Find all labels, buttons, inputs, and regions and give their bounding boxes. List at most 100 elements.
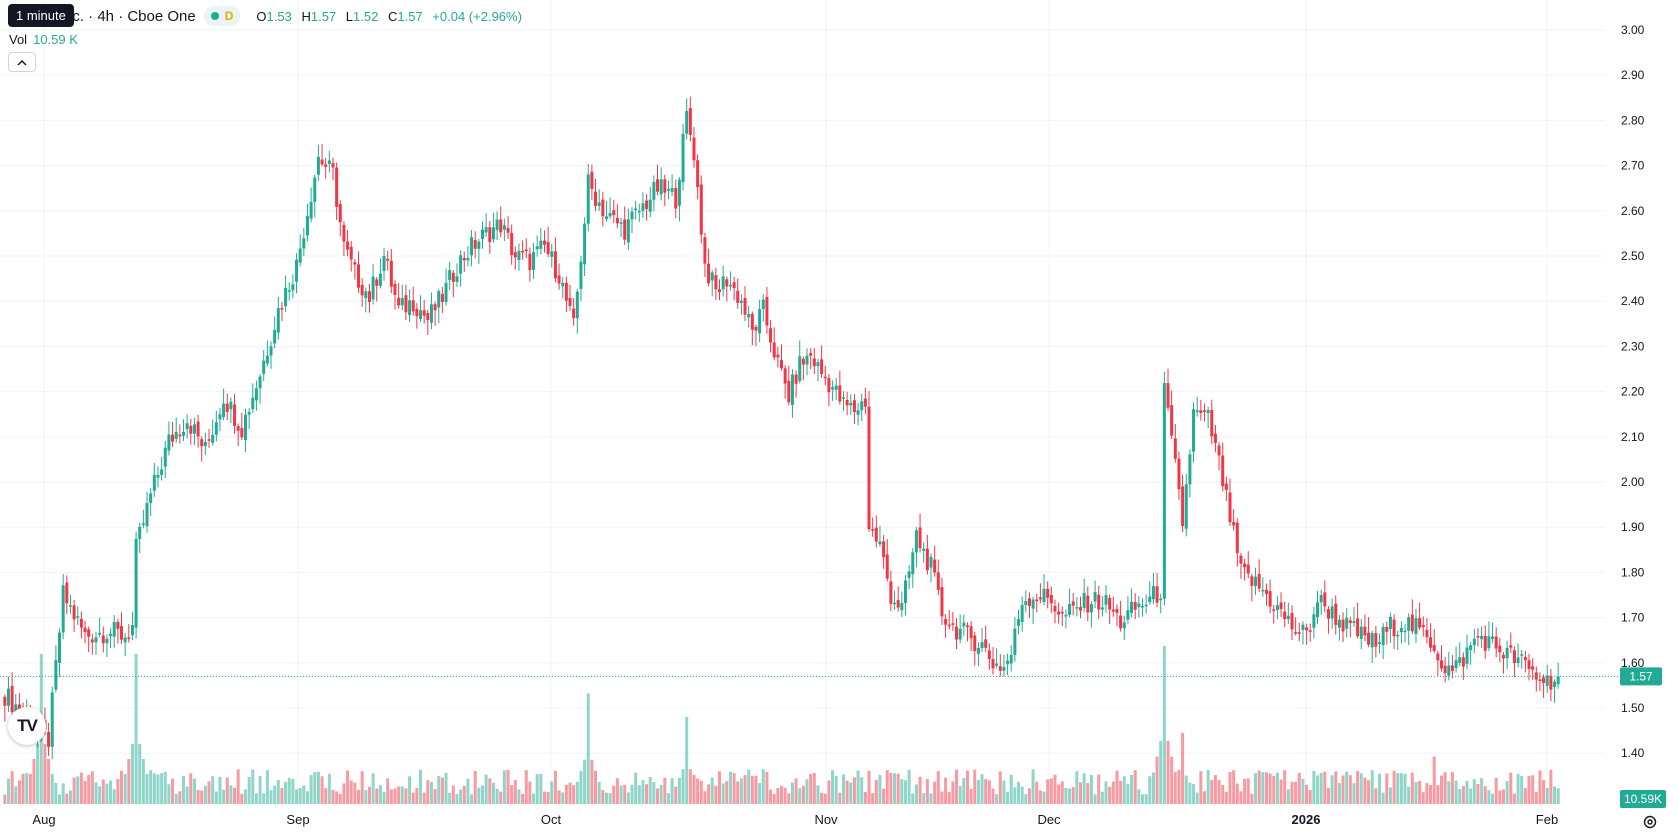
volume-bar xyxy=(1410,772,1414,804)
volume-bar xyxy=(564,784,568,804)
candle-body xyxy=(998,666,1002,671)
candle-body xyxy=(685,110,689,134)
candle-body xyxy=(222,403,226,418)
candle-body xyxy=(1345,617,1349,629)
volume-bar xyxy=(1246,778,1250,804)
symbol-title[interactable]: nc. · 4h · Cboe One xyxy=(64,7,196,25)
volume-bar xyxy=(324,788,328,804)
candle-body xyxy=(269,346,273,356)
volume-bar xyxy=(852,777,856,804)
volume-bar xyxy=(506,769,510,804)
last-volume-badge xyxy=(1620,790,1666,808)
candle-body xyxy=(652,182,656,200)
volume-bar xyxy=(911,793,915,804)
volume-bar xyxy=(1272,776,1276,804)
volume-bar xyxy=(156,774,160,804)
volume-bar xyxy=(262,793,266,804)
volume-bar xyxy=(721,783,725,804)
volume-bar xyxy=(863,791,867,804)
volume-bar xyxy=(1031,769,1035,804)
candle-body xyxy=(1472,638,1476,646)
volume-bar xyxy=(528,781,532,804)
volume-bar xyxy=(677,777,681,804)
volume-bar xyxy=(1425,782,1429,804)
volume-bar xyxy=(1523,788,1527,804)
volume-bar xyxy=(404,788,408,804)
candle-body xyxy=(728,284,732,287)
volume-bar xyxy=(240,793,244,804)
candle-body xyxy=(459,255,463,274)
candle-body xyxy=(1337,619,1341,628)
volume-bar xyxy=(1483,786,1487,804)
candle-body xyxy=(845,399,849,406)
candle-body xyxy=(1421,624,1425,628)
volume-bar xyxy=(32,758,36,804)
candle-body xyxy=(969,626,973,639)
candle-body xyxy=(1403,630,1407,633)
candle-body xyxy=(1374,633,1378,647)
candle-body xyxy=(1206,409,1210,414)
volume-bar xyxy=(123,773,127,804)
volume-bar xyxy=(167,784,171,804)
candle-body xyxy=(944,619,948,625)
candle-body xyxy=(149,493,153,504)
volume-bar xyxy=(269,790,273,804)
collapse-legend-button[interactable] xyxy=(8,52,36,72)
time-tick-label: Oct xyxy=(541,812,562,827)
volume-bar xyxy=(1527,776,1531,804)
volume-bar xyxy=(1217,779,1221,804)
volume-bar xyxy=(965,770,969,804)
candle-body xyxy=(94,637,98,643)
candle-body xyxy=(116,622,120,629)
candle-body xyxy=(790,374,794,405)
volume-bar xyxy=(1082,773,1086,804)
candle-body xyxy=(1359,626,1363,639)
candle-body xyxy=(666,189,670,191)
candle-body xyxy=(575,291,579,319)
volume-bar xyxy=(1151,772,1155,804)
volume-bar xyxy=(1257,770,1261,804)
candle-body xyxy=(852,400,856,413)
candle-body xyxy=(1378,642,1382,644)
tradingview-logo[interactable]: TV xyxy=(8,707,46,745)
candle-body xyxy=(1447,665,1451,676)
gear-icon[interactable] xyxy=(1640,813,1660,831)
candle-body xyxy=(262,360,266,374)
candle-body xyxy=(1283,611,1287,620)
price-tick-label: 2.20 xyxy=(1621,385,1645,399)
candle-body xyxy=(1042,588,1046,603)
volume-bar xyxy=(1224,791,1228,804)
last-price-label: 1.57 xyxy=(1629,669,1653,683)
candle-body xyxy=(823,376,827,379)
market-status-badge[interactable]: D xyxy=(203,6,241,26)
volume-bar xyxy=(130,743,134,804)
volume-bar xyxy=(1297,772,1301,804)
candle-body xyxy=(1195,410,1199,413)
candle-body xyxy=(524,249,528,252)
candle-body xyxy=(1352,621,1356,623)
volume-bar xyxy=(346,770,350,804)
candle-body xyxy=(1126,610,1130,620)
candle-body xyxy=(331,163,335,168)
volume-bar xyxy=(553,770,557,804)
volume-bar xyxy=(1184,775,1188,804)
volume-bar xyxy=(1439,775,1443,804)
candle-body xyxy=(400,297,404,306)
volume-bar xyxy=(1414,781,1418,804)
candle-body xyxy=(1257,574,1261,589)
interval-tooltip: 1 minute xyxy=(8,4,74,27)
volume-bar xyxy=(141,758,145,804)
volume-bar xyxy=(557,790,561,804)
time-tick-label: 2026 xyxy=(1292,812,1321,827)
price-tick-label: 2.00 xyxy=(1621,475,1645,489)
volume-bar xyxy=(601,789,605,804)
volume-bar xyxy=(849,782,853,804)
candle-body xyxy=(645,200,649,209)
volume-bar xyxy=(1144,794,1148,804)
candle-body xyxy=(1370,633,1374,648)
volume-bar xyxy=(327,773,331,804)
volume-bar xyxy=(1013,787,1017,804)
candle-body xyxy=(564,282,568,301)
candle-body xyxy=(710,272,714,281)
